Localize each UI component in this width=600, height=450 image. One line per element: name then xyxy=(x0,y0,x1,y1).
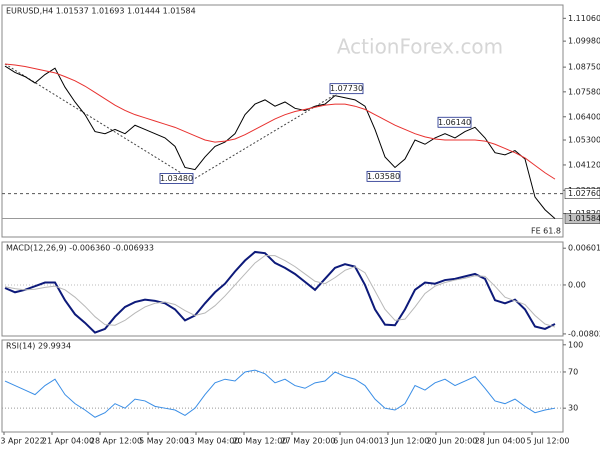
price-level-box xyxy=(564,188,600,199)
y-tick-label: 1.04120 xyxy=(568,160,600,169)
x-tick-label: 5 May 20:00 xyxy=(139,437,189,446)
panel-title: MACD(12,26,9) -0.006360 -0.006933 xyxy=(6,244,154,253)
annotation-box xyxy=(366,170,401,182)
price-level-label: 1.01584 xyxy=(568,214,600,223)
y-tick-label: 0.006018 xyxy=(568,244,600,253)
price-level-label: 1.02760 xyxy=(568,189,600,198)
x-tick-label: 13 May 04:00 xyxy=(185,437,240,446)
panel-frame xyxy=(1,241,564,337)
annotation-label: 1.03480 xyxy=(160,174,193,183)
price-level-box xyxy=(564,213,600,224)
annotation-label: 1.07730 xyxy=(330,84,363,93)
y-tick-label: 1.11060 xyxy=(568,14,600,23)
panel-frame xyxy=(1,4,564,238)
annotation-box xyxy=(159,173,194,184)
x-tick-label: 13 Jun 12:00 xyxy=(379,437,430,446)
x-tick-label: 27 May 20:00 xyxy=(281,437,336,446)
annotation-label: 1.06140 xyxy=(438,118,471,127)
x-tick-label: 20 Jun 20:00 xyxy=(427,437,478,446)
panel-title: RSI(14) 29.9934 xyxy=(6,342,71,351)
y-tick-label: 70 xyxy=(568,367,578,376)
x-tick-label: 6 Jun 04:00 xyxy=(333,437,379,446)
fe-label: FE 61.8 xyxy=(531,227,561,236)
series-line xyxy=(4,369,556,418)
x-tick-label: 21 Apr 04:00 xyxy=(42,437,94,446)
y-tick-label: 1.08750 xyxy=(568,63,600,72)
x-tick-label: 28 Apr 12:00 xyxy=(90,437,142,446)
annotation-label: 1.03580 xyxy=(367,172,400,181)
annotation-box xyxy=(437,116,472,128)
series-line xyxy=(4,255,556,328)
x-tick-label: 20 May 12:00 xyxy=(233,437,288,446)
y-tick-label: 0.00 xyxy=(568,280,586,289)
y-tick-label: 1.09980 xyxy=(568,37,600,46)
x-tick-label: 28 Jun 04:00 xyxy=(475,437,526,446)
trend-line xyxy=(4,63,191,179)
x-tick-label: 5 Jul 12:00 xyxy=(527,437,570,446)
x-tick-label: 13 Apr 2022 xyxy=(0,437,45,446)
annotation-box xyxy=(329,83,364,95)
y-tick-label: 100 xyxy=(568,340,583,349)
y-tick-label: 1.07580 xyxy=(568,87,600,96)
y-tick-label: 1.05300 xyxy=(568,136,600,145)
series-line xyxy=(4,63,556,180)
panel-frame xyxy=(1,339,564,433)
series-line xyxy=(4,65,556,219)
y-tick-label: 30 xyxy=(568,404,578,413)
y-tick-label: 1.06400 xyxy=(568,112,600,121)
watermark: ActionForex.com xyxy=(337,35,503,59)
y-tick-label: -0.00802 xyxy=(568,329,600,338)
series-line xyxy=(4,250,556,334)
panel-title: EURUSD,H4 1.01537 1.01693 1.01444 1.0158… xyxy=(6,7,196,16)
trend-line xyxy=(194,88,346,179)
